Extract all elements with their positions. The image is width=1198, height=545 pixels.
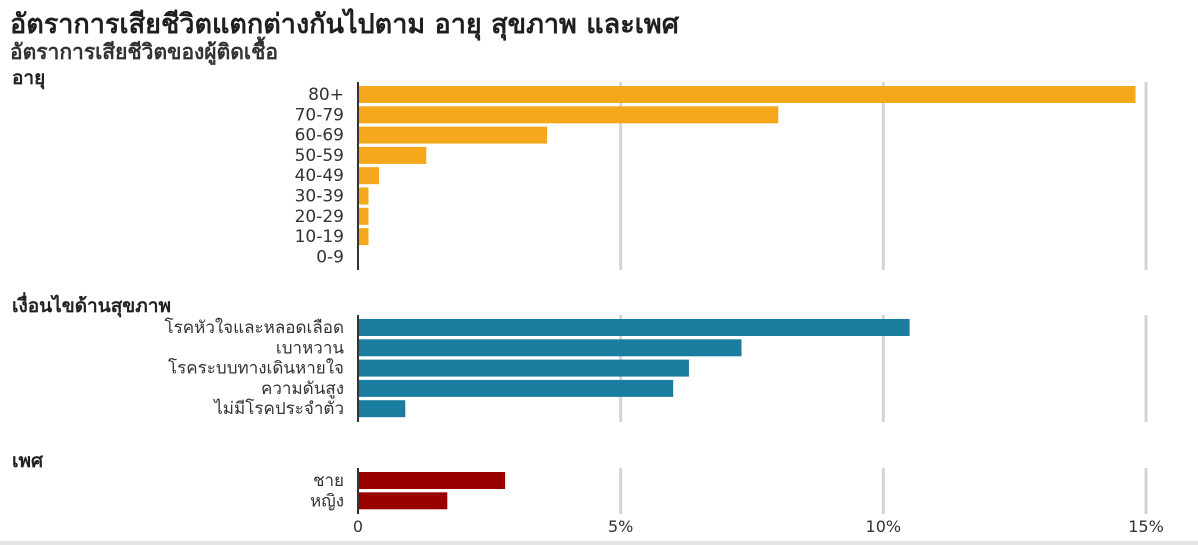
bar-1-4 [358, 400, 406, 418]
category-label: 30-39 [295, 187, 344, 207]
bar-0-3 [358, 146, 427, 164]
category-label: 10-19 [295, 227, 344, 247]
bar-1-3 [358, 379, 674, 397]
category-label: 20-29 [295, 207, 344, 227]
section-label: เงื่อนไขด้านสุขภาพ [12, 292, 171, 318]
bar-1-1 [358, 339, 742, 357]
category-label: 0-9 [316, 247, 344, 267]
category-label: 60-69 [295, 126, 344, 146]
x-tick-label: 0 [353, 517, 363, 536]
bar-1-0 [358, 319, 910, 336]
category-label: 40-49 [295, 166, 344, 186]
x-tick-label: 10% [866, 517, 902, 536]
bar-0-0 [358, 86, 1136, 103]
bar-0-7 [358, 228, 369, 246]
x-tick-label: 15% [1128, 517, 1164, 536]
category-label: โรคหัวใจและหลอดเลือด [164, 317, 344, 338]
bar-2-1 [358, 492, 448, 510]
category-label: 50-59 [295, 146, 344, 166]
chart-title: อัตราการเสียชีวิตแตกต่างกันไปตาม อายุ สุ… [10, 9, 679, 40]
section-label: เพศ [12, 450, 44, 472]
category-label: เบาหวาน [276, 338, 344, 358]
category-label: ไม่มีโรคประจำตัว [212, 398, 344, 419]
bar-1-2 [358, 359, 689, 377]
bar-0-6 [358, 207, 369, 225]
category-label: 70-79 [295, 105, 344, 125]
category-label: โรคระบบทางเดินหายใจ [168, 358, 344, 379]
category-label: ชาย [313, 471, 344, 491]
x-tick-label: 5% [608, 517, 633, 536]
bottom-rule [0, 541, 1198, 545]
bar-2-0 [358, 472, 506, 489]
category-label: 80+ [308, 85, 344, 105]
category-label: ความดันสูง [261, 379, 344, 399]
chart-subtitle: อัตราการเสียชีวิตของผู้ติดเชื้อ [10, 40, 278, 64]
bar-0-5 [358, 187, 369, 205]
bar-0-2 [358, 126, 548, 144]
bar-0-4 [358, 167, 380, 185]
section-label: อายุ [12, 67, 45, 90]
category-label: หญิง [310, 491, 344, 511]
bar-0-1 [358, 106, 779, 124]
